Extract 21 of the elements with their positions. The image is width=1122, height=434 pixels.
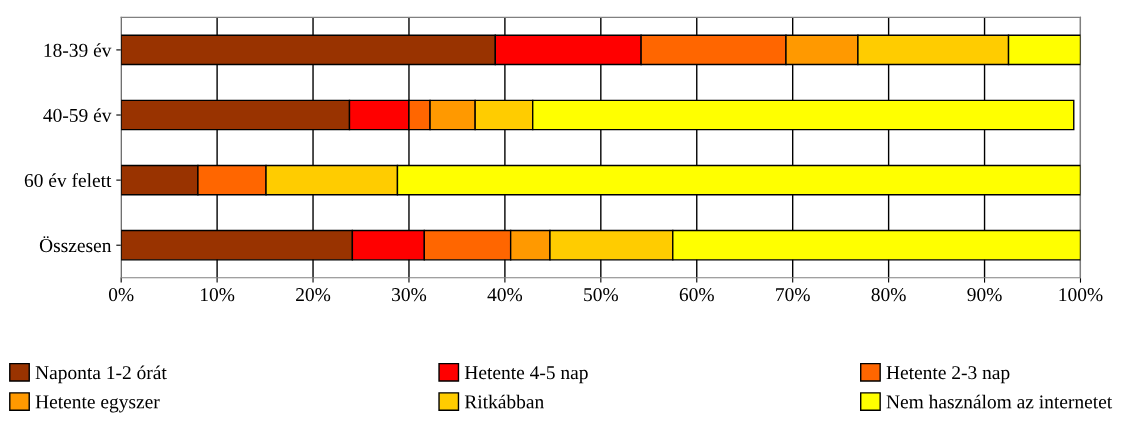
legend-label: Hetente egyszer — [35, 395, 160, 413]
y-tick-label: 60 év felett — [24, 173, 112, 188]
x-tick-label: 40% — [487, 288, 523, 302]
legend-label: Naponta 1-2 órát — [35, 365, 167, 384]
legend-label: Ritkábban — [464, 394, 544, 409]
y-tick-label: Összesen — [39, 236, 112, 253]
x-tick-label: 100% — [1059, 288, 1103, 302]
legend-label: Hetente 4-5 nap — [464, 366, 588, 384]
x-tick-label: 80% — [871, 288, 906, 302]
x-tick-label: 50% — [584, 288, 618, 302]
y-tick-label: 40-59 év — [43, 108, 112, 122]
y-tick-label: 18-39 év — [44, 43, 112, 57]
legend-label: Nem használom az internetet — [886, 394, 1113, 409]
x-tick-label: 20% — [296, 288, 331, 302]
x-tick-label: 60% — [679, 288, 714, 302]
x-tick-label: 10% — [201, 288, 235, 302]
legend-label: Hetente 2-3 nap — [886, 366, 1010, 384]
x-tick-label: 30% — [392, 288, 427, 302]
x-tick-label: 70% — [776, 288, 810, 302]
x-tick-label: 90% — [967, 288, 1002, 302]
x-tick-label: 0% — [108, 288, 134, 302]
